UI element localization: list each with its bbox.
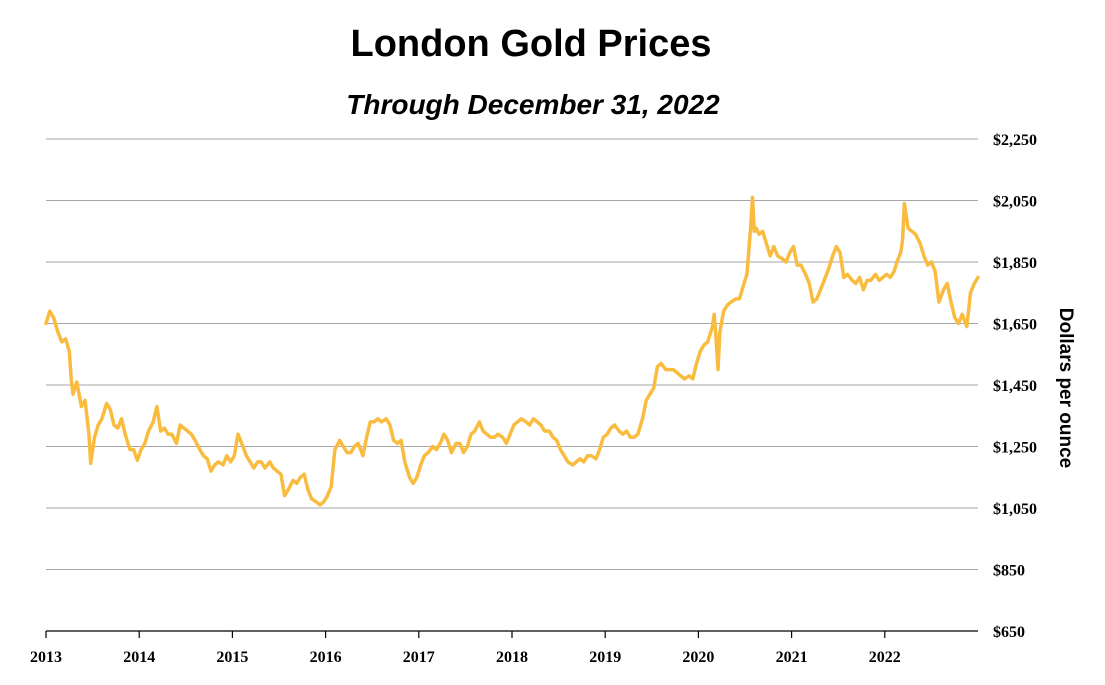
x-tick-label: 2013 xyxy=(30,649,62,666)
chart-subtitle: Through December 31, 2022 xyxy=(346,89,720,120)
x-tick-label: 2020 xyxy=(682,649,714,666)
y-tick-label: $1,450 xyxy=(993,378,1037,395)
x-tick-label: 2016 xyxy=(310,649,342,666)
series-line-0 xyxy=(44,195,980,507)
y-tick-label: $1,250 xyxy=(993,440,1037,457)
y-tick-label: $1,650 xyxy=(993,317,1037,334)
y-tick-label: $650 xyxy=(993,624,1025,641)
y-tick-label: $2,050 xyxy=(993,194,1037,211)
x-tick-label: 2019 xyxy=(589,649,621,666)
grid-lines xyxy=(46,138,978,570)
series-layer xyxy=(44,195,980,507)
x-tick-label: 2017 xyxy=(403,649,435,666)
x-tick-label: 2021 xyxy=(776,649,808,666)
x-tick-label: 2015 xyxy=(216,649,248,666)
chart-title: London Gold Prices xyxy=(350,23,711,65)
x-axis-tick-labels: 2013 2014 2015 2016 2017 2018 2019 2020 2021 2022 xyxy=(30,649,901,666)
y-axis-tick-labels: $650 $850 $1,050 $1,250 $1,450 $1,650 $1,850 $2… xyxy=(993,132,1037,641)
y-axis-label: Dollars per ounce xyxy=(1055,308,1076,469)
y-tick-label: $1,850 xyxy=(993,255,1037,272)
x-tick-label: 2018 xyxy=(496,649,528,666)
x-tick-label: 2014 xyxy=(123,649,155,666)
x-axis xyxy=(45,630,978,638)
y-tick-label: $850 xyxy=(993,563,1025,580)
x-tick-label: 2022 xyxy=(869,649,901,666)
y-tick-label: $1,050 xyxy=(993,501,1037,518)
y-tick-label: $2,250 xyxy=(993,132,1037,149)
